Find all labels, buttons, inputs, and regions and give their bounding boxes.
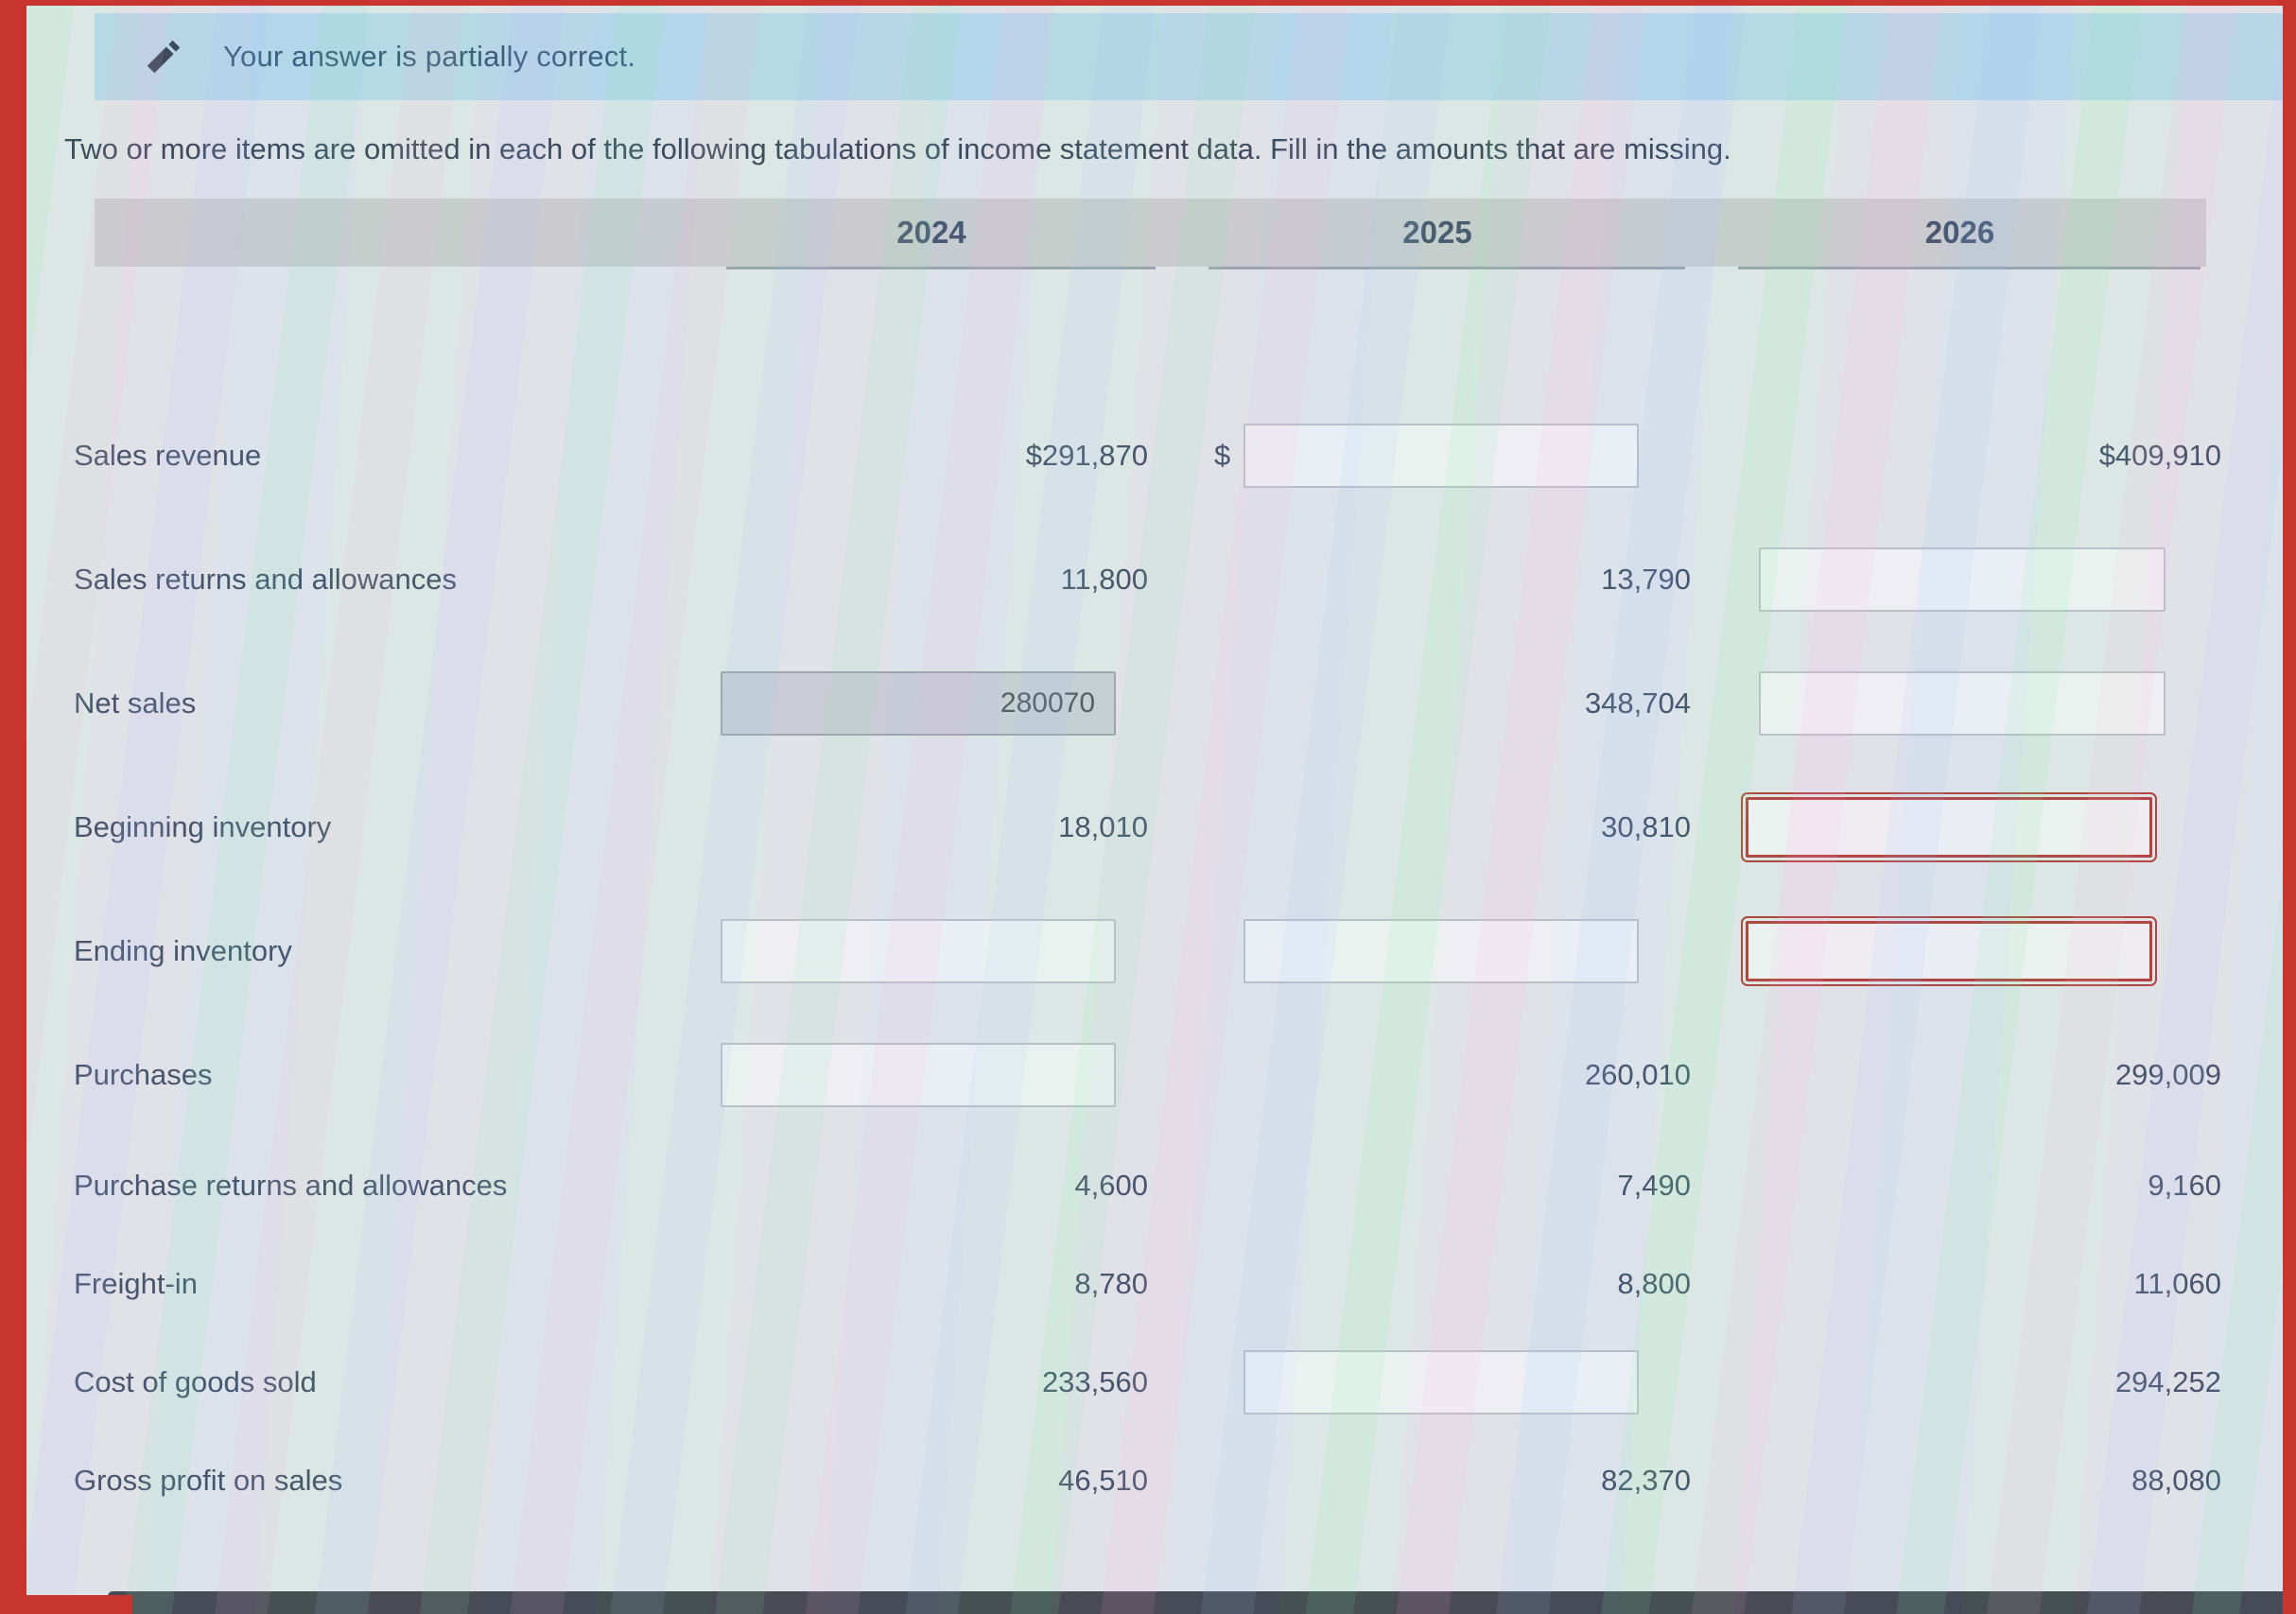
- cell-2024: 233,560: [1041, 1365, 1148, 1398]
- cell-2025: $: [1201, 423, 1731, 488]
- row-label: Purchases: [74, 1057, 213, 1091]
- cell-2026: 299,009: [2114, 1057, 2221, 1091]
- table-row-purchase-returns: Purchase returns and allowances 4,600 7,…: [66, 1137, 2246, 1235]
- column-header-2025: 2025: [1173, 199, 1702, 269]
- cell-2024: 8,780: [1074, 1267, 1148, 1300]
- cell-2024: $291,870: [1025, 438, 1148, 472]
- header-gap: [66, 267, 2246, 393]
- input-ending-inventory-2026[interactable]: [1741, 915, 2157, 986]
- cell-2024: 46,510: [1058, 1464, 1148, 1497]
- income-statement-table: 2024 2025 2026 Sales revenue $291,870 $ …: [66, 199, 2246, 1530]
- input-sales-returns-2026[interactable]: [1759, 547, 2166, 612]
- table-row-sales-revenue: Sales revenue $291,870 $ $409,910: [66, 393, 2246, 517]
- cell-2024: 4,600: [1074, 1169, 1148, 1202]
- cell-2024: [719, 670, 1201, 736]
- input-ending-inventory-2024[interactable]: [721, 918, 1116, 983]
- currency-prefix: $: [1214, 438, 1231, 472]
- table-row-net-sales: Net sales 348,704: [66, 641, 2246, 765]
- cell-2026: 88,080: [2131, 1464, 2221, 1497]
- column-header-2026: 2026: [1702, 199, 2218, 269]
- cell-2025: [1201, 1350, 1731, 1414]
- cell-2026: [1731, 915, 2246, 986]
- row-label: Beginning inventory: [74, 809, 332, 843]
- cell-2025: 8,800: [1617, 1267, 1691, 1300]
- cell-2026: [1731, 547, 2246, 612]
- screen: Your answer is partially correct. Two or…: [26, 6, 2283, 1614]
- table-row-cost-of-goods-sold: Cost of goods sold 233,560 294,252: [66, 1333, 2246, 1432]
- input-purchases-2024[interactable]: [721, 1042, 1116, 1107]
- feedback-banner: Your answer is partially correct.: [95, 13, 2283, 100]
- next-section-edge: [108, 1591, 2283, 1614]
- row-label: Sales returns and allowances: [74, 562, 457, 596]
- cell-2026: 294,252: [2114, 1365, 2221, 1398]
- cell-2025: 7,490: [1617, 1169, 1691, 1202]
- cell-2025: 13,790: [1601, 562, 1691, 596]
- cell-2026: $409,910: [2098, 438, 2221, 472]
- cell-2025: 348,704: [1584, 686, 1691, 720]
- cell-2026: 11,060: [2133, 1267, 2221, 1300]
- table-row-freight-in: Freight-in 8,780 8,800 11,060: [66, 1235, 2246, 1333]
- photo-edge: [26, 1595, 132, 1614]
- cell-2024: [719, 1042, 1201, 1107]
- question-instruction: Two or more items are omitted in each of…: [64, 132, 1731, 165]
- cell-2025: 82,370: [1601, 1464, 1691, 1497]
- table-row-purchases: Purchases 260,010 299,009: [66, 1013, 2246, 1137]
- table-row-sales-returns: Sales returns and allowances 11,800 13,7…: [66, 517, 2246, 641]
- cell-2025: [1201, 918, 1731, 983]
- cell-2026: [1731, 670, 2246, 736]
- input-beginning-inventory-2026[interactable]: [1741, 791, 2157, 862]
- column-header-2024: 2024: [690, 199, 1173, 269]
- input-cost-of-goods-sold-2025[interactable]: [1244, 1350, 1639, 1414]
- row-label: Net sales: [74, 686, 197, 720]
- row-label: Ending inventory: [74, 933, 292, 967]
- feedback-message: Your answer is partially correct.: [223, 40, 636, 73]
- table-row-ending-inventory: Ending inventory: [66, 889, 2246, 1013]
- row-label: Freight-in: [74, 1267, 198, 1300]
- cell-2024: 11,800: [1060, 562, 1148, 596]
- cell-2025: 30,810: [1601, 809, 1691, 843]
- table-row-beginning-inventory: Beginning inventory 18,010 30,810: [66, 765, 2246, 889]
- row-label: Purchase returns and allowances: [74, 1169, 508, 1202]
- cell-2026: [1731, 791, 2246, 862]
- row-label: Cost of goods sold: [74, 1365, 317, 1398]
- input-net-sales-2026[interactable]: [1759, 670, 2166, 736]
- input-net-sales-2024[interactable]: [721, 670, 1116, 736]
- input-ending-inventory-2025[interactable]: [1244, 918, 1639, 983]
- row-label: Gross profit on sales: [74, 1464, 343, 1497]
- table-header-row: 2024 2025 2026: [66, 199, 2246, 269]
- table-row-gross-profit: Gross profit on sales 46,510 82,370 88,0…: [66, 1432, 2246, 1530]
- row-label: Sales revenue: [74, 438, 262, 472]
- pencil-icon: [142, 35, 185, 78]
- cell-2025: 260,010: [1584, 1057, 1691, 1091]
- cell-2024: [719, 918, 1201, 983]
- cell-2024: 18,010: [1058, 809, 1148, 843]
- input-sales-revenue-2025[interactable]: [1244, 423, 1640, 488]
- cell-2026: 9,160: [2148, 1169, 2221, 1202]
